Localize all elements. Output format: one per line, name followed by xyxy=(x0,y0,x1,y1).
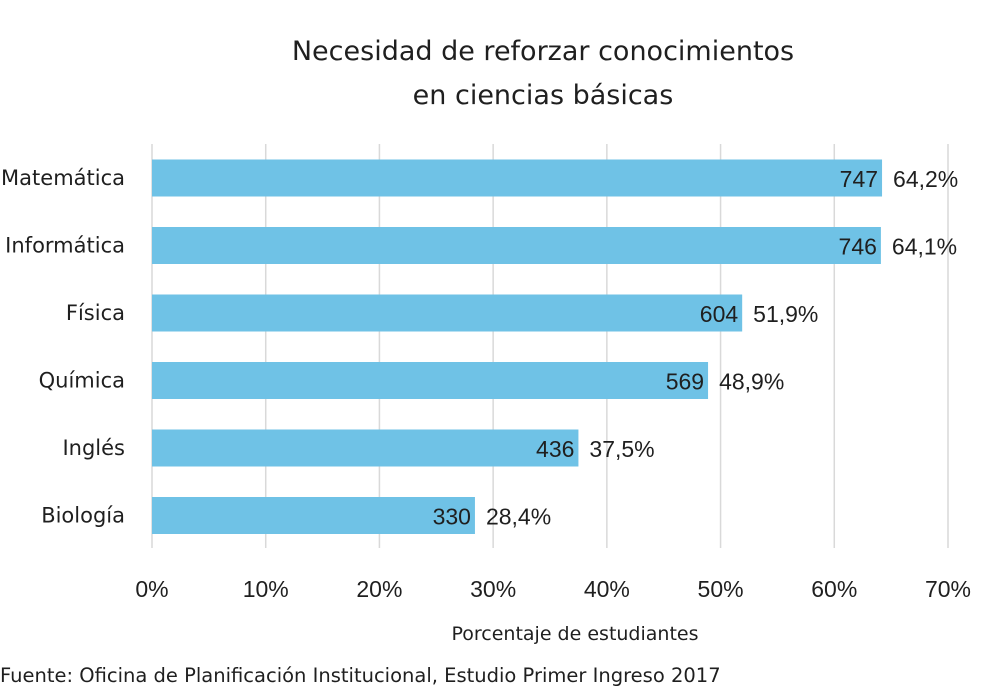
x-tick-label: 30% xyxy=(470,576,516,602)
count-label: 747 xyxy=(840,166,878,192)
count-label: 569 xyxy=(666,369,704,395)
bar-inglés xyxy=(152,429,579,467)
bar-física xyxy=(152,294,743,332)
chart-title-line-1: Necesidad de reforzar conocimientos xyxy=(292,36,794,67)
percent-label: 37,5% xyxy=(589,436,654,462)
x-axis-label: Porcentaje de estudiantes xyxy=(451,623,698,645)
chart-title-line-2: en ciencias básicas xyxy=(413,80,674,111)
x-tick-label: 70% xyxy=(925,576,971,602)
count-label: 330 xyxy=(433,504,471,530)
x-tick-label: 10% xyxy=(243,576,289,602)
percent-label: 64,2% xyxy=(893,166,958,192)
bar-chart: Necesidad de reforzar conocimientos en ci… xyxy=(1,36,971,645)
percent-label: 64,1% xyxy=(892,234,957,260)
count-label: 436 xyxy=(536,436,574,462)
count-label: 604 xyxy=(700,301,739,327)
bar-matemática xyxy=(152,159,883,197)
bar-biología xyxy=(152,497,475,534)
x-tick-label: 50% xyxy=(698,576,744,602)
category-label: Informática xyxy=(5,234,125,258)
category-label: Biología xyxy=(41,504,125,528)
bar-informática xyxy=(152,227,881,264)
x-tick-label: 20% xyxy=(356,576,402,602)
percent-label: 28,4% xyxy=(486,504,551,530)
x-tick-label: 0% xyxy=(135,576,168,602)
percent-label: 48,9% xyxy=(719,369,784,395)
source-note: Fuente: Oficina de Planificación Institu… xyxy=(0,664,721,687)
category-label: Inglés xyxy=(62,436,125,460)
count-label: 746 xyxy=(839,234,877,260)
x-tick-label: 40% xyxy=(584,576,630,602)
category-label: Física xyxy=(66,301,125,325)
category-label: Matemática xyxy=(1,166,125,190)
x-tick-label: 60% xyxy=(811,576,857,602)
category-label: Química xyxy=(39,369,125,393)
bar-química xyxy=(152,362,709,399)
percent-label: 51,9% xyxy=(753,301,818,327)
